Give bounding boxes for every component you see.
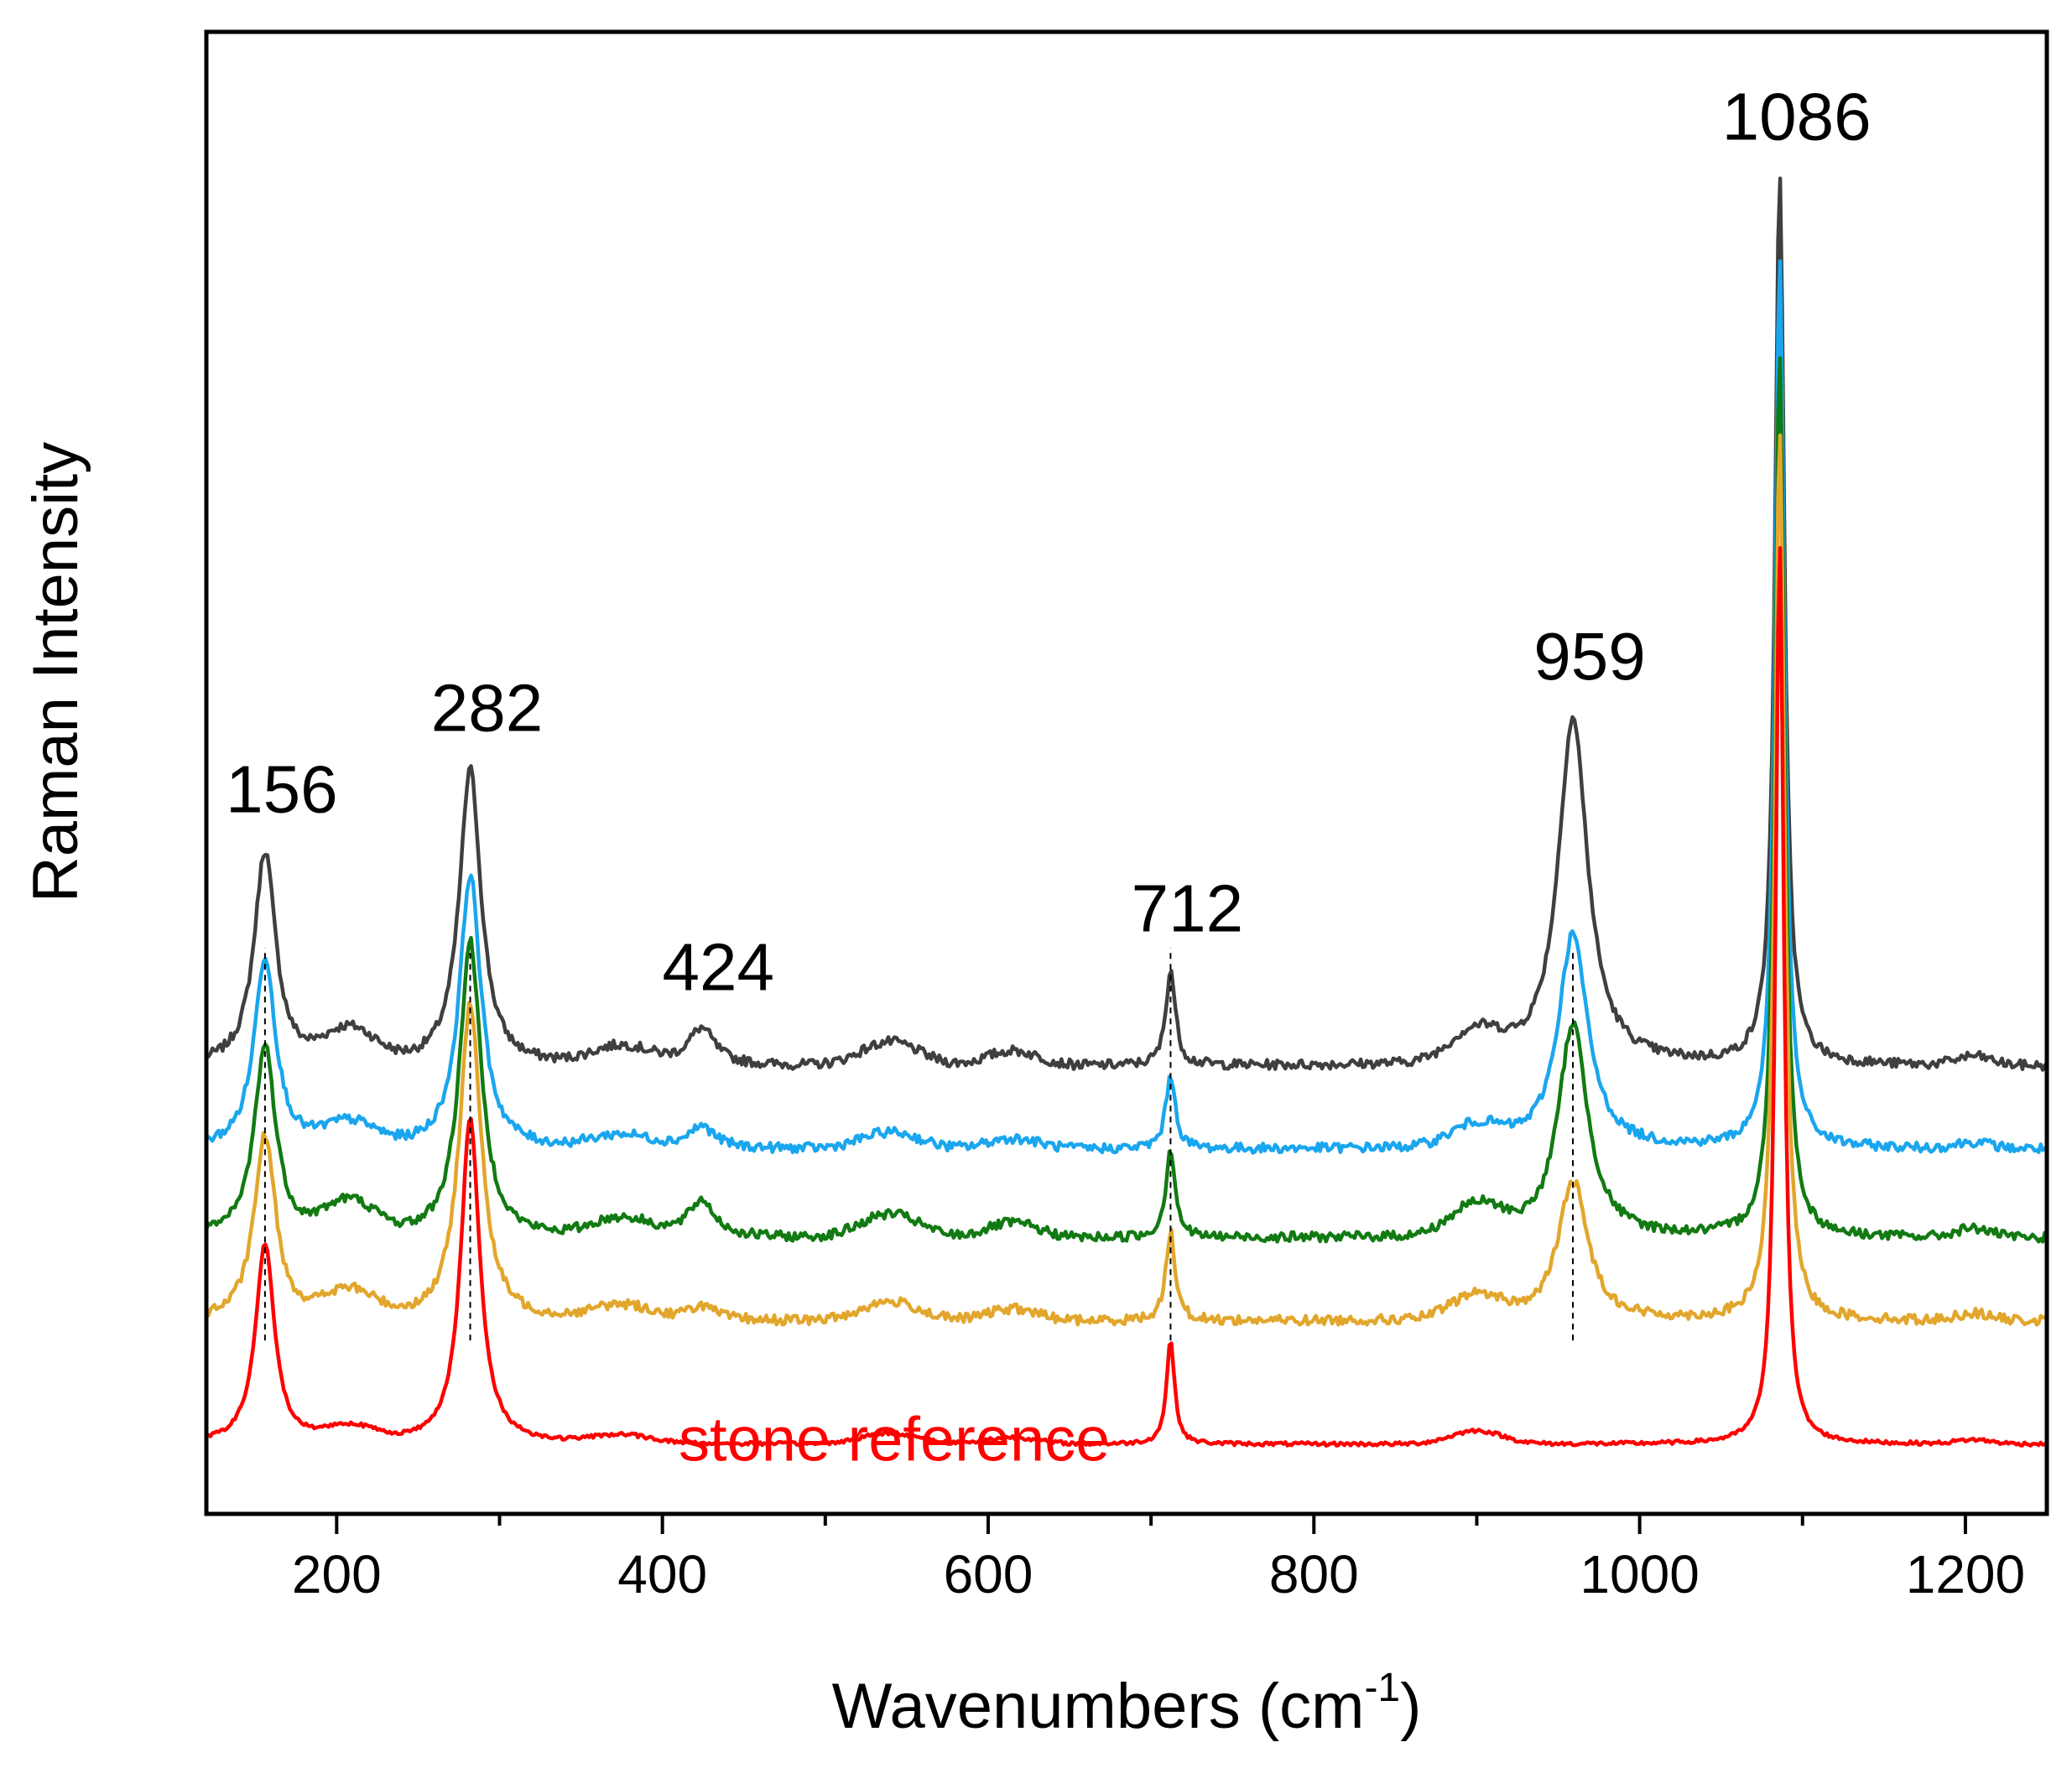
peak-label-424: 424 xyxy=(663,930,774,1005)
x-tick-label-1200: 1200 xyxy=(1906,1544,2025,1604)
series-line-3 xyxy=(204,356,2049,1244)
series-line-2 xyxy=(205,259,2049,1155)
x-axis-ticks: 200 400 600 800 1000 1200 xyxy=(292,1514,2025,1604)
x-tick-label-800: 800 xyxy=(1269,1544,1359,1604)
series-layer xyxy=(204,176,2049,1448)
annotation-stone-reference: stone reference xyxy=(679,1404,1110,1474)
peak-label-1086: 1086 xyxy=(1722,80,1872,154)
series-line-4 xyxy=(206,433,2049,1327)
x-axis-title-main: Wavenumbers (cm xyxy=(832,1671,1365,1742)
y-axis-title: Raman Intensity xyxy=(20,442,91,902)
x-axis-title-sup: -1 xyxy=(1364,1666,1400,1710)
x-axis-title: Wavenumbers (cm-1) xyxy=(832,1666,1422,1742)
peak-label-282: 282 xyxy=(431,671,543,746)
x-axis-title-close: ) xyxy=(1400,1671,1421,1742)
series-line-1 xyxy=(205,176,2049,1072)
x-tick-label-400: 400 xyxy=(617,1544,707,1604)
peak-label-layer: 156 282 424 712 959 1086 xyxy=(226,80,1871,1005)
peak-label-959: 959 xyxy=(1533,619,1645,694)
peak-guide-layer xyxy=(263,948,1574,1341)
x-tick-label-200: 200 xyxy=(292,1544,382,1604)
peak-label-156: 156 xyxy=(226,752,337,827)
peak-label-712: 712 xyxy=(1132,871,1243,945)
x-tick-label-1000: 1000 xyxy=(1580,1544,1699,1604)
plot-frame xyxy=(204,29,2049,1516)
x-tick-label-600: 600 xyxy=(944,1544,1033,1604)
series-line-5 xyxy=(205,545,2049,1448)
